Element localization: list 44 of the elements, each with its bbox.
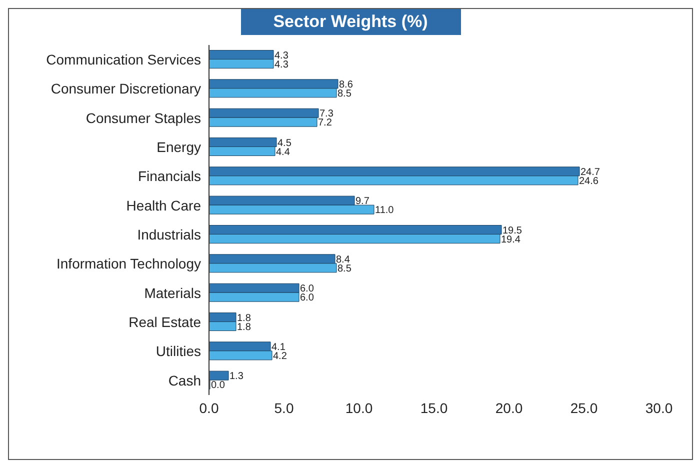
x-tick-label: 15.0: [420, 400, 448, 416]
data-label: 19.4: [501, 234, 521, 246]
data-label: 6.0: [300, 292, 314, 304]
x-tick-label: 30.0: [645, 400, 673, 416]
chart-title: Sector Weights (%): [240, 9, 460, 35]
data-label: 4.2: [273, 350, 288, 362]
data-label: 1.8: [237, 312, 252, 324]
y-tick-label: Cash: [168, 372, 201, 388]
data-label: 9.7: [356, 196, 370, 208]
y-tick-label: Health Care: [126, 197, 202, 214]
data-label: 19.5: [502, 225, 522, 236]
data-label: 1.8: [237, 322, 252, 333]
data-label: 24.6: [579, 176, 599, 187]
data-label: 4.3: [274, 59, 289, 70]
x-tick-label: 20.0: [495, 400, 523, 416]
data-label: 7.2: [318, 118, 332, 129]
y-tick-label: Industrials: [137, 226, 201, 243]
data-label: 4.3: [274, 50, 289, 62]
y-tick-label: Materials: [144, 284, 201, 301]
x-tick-label: 0.0: [199, 400, 219, 416]
x-tick-label: 10.0: [345, 400, 373, 416]
y-tick-label: Consumer Discretionary: [50, 80, 201, 97]
data-label: 8.5: [338, 88, 352, 100]
y-tick-label: Utilities: [156, 343, 201, 360]
data-label: 8.6: [339, 79, 354, 90]
data-label: 7.3: [320, 108, 334, 120]
data-label: 11.0: [375, 205, 394, 216]
data-label: 4.1: [272, 342, 286, 353]
y-tick-label: Consumer Staples: [86, 110, 201, 126]
y-tick-label: Information Technology: [56, 256, 201, 272]
data-label: 24.7: [580, 166, 600, 178]
data-label: 6.0: [300, 284, 314, 295]
data-label: 8.4: [336, 254, 350, 266]
data-label: 8.5: [338, 263, 352, 274]
data-label: 4.4: [276, 146, 290, 158]
y-tick-label: Communication Services: [46, 52, 201, 68]
y-tick-label: Energy: [156, 139, 201, 156]
data-label: 4.5: [278, 138, 292, 149]
x-tick-label: 25.0: [570, 400, 598, 416]
data-label: 0.0: [211, 380, 226, 392]
y-tick-label: Real Estate: [128, 314, 202, 330]
x-tick-label: 5.0: [274, 400, 294, 416]
y-tick-label: Financials: [138, 168, 201, 184]
data-label: 1.3: [230, 371, 244, 382]
